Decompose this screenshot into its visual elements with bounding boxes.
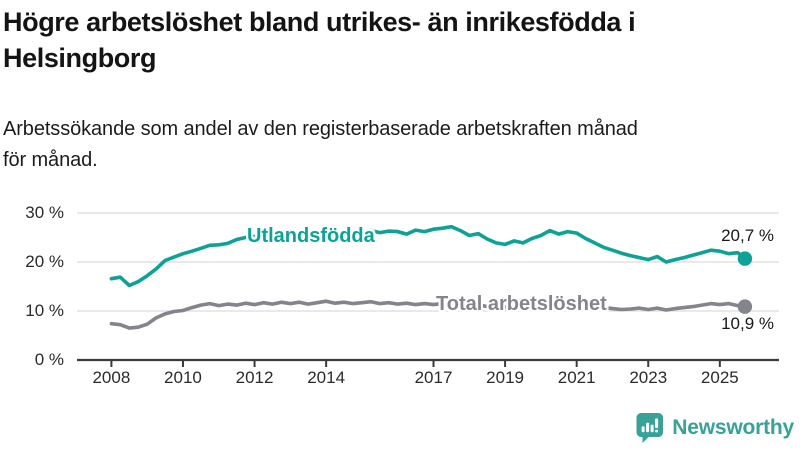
chart-subtitle: Arbetssökande som andel av den registerb… (3, 114, 638, 176)
subtitle-line-1: Arbetssökande som andel av den registerb… (3, 118, 638, 140)
subtitle-line-2: för månad. (3, 149, 98, 171)
title-line-1: Högre arbetslöshet bland utrikes- än inr… (3, 7, 636, 37)
page-title: Högre arbetslöshet bland utrikes- än inr… (3, 4, 636, 76)
series-line-1 (109, 299, 747, 330)
series-end-dot-1 (737, 299, 753, 314)
newsworthy-logo: Newsworthy (636, 412, 794, 444)
newsworthy-logo-text: Newsworthy (672, 416, 794, 439)
series-end-dot-0 (737, 251, 753, 266)
title-line-2: Helsingborg (3, 43, 157, 73)
series-line-0 (109, 224, 747, 288)
bar-chart-speech-bubble-icon (636, 413, 664, 443)
